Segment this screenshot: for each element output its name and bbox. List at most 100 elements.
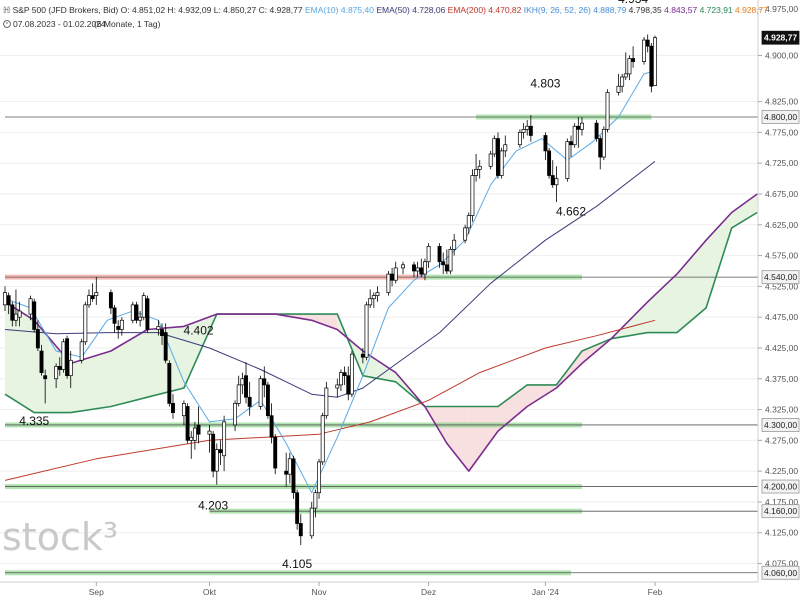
header-segment: O: 4.851,02 [118, 5, 165, 15]
candle-body [236, 384, 241, 404]
price-tag-box [761, 418, 800, 432]
y-tick-label: 4.975,00 [765, 4, 798, 14]
candle-body [605, 92, 610, 130]
candle-body [192, 427, 197, 441]
candle-body [35, 329, 40, 349]
candle-body [6, 295, 11, 306]
x-axis: Sep Okt Nov Dez Jan '24 Feb [89, 582, 663, 597]
y-tick-label: 4.825,00 [765, 97, 798, 107]
candle-body [580, 122, 584, 130]
candle-body [528, 125, 533, 136]
candle-body [189, 436, 194, 441]
y-tick-label: 4.225,00 [765, 466, 798, 476]
candle-body [426, 245, 431, 263]
candle-body [79, 341, 84, 361]
candle-body [470, 175, 475, 216]
candle-body [163, 332, 168, 361]
candle-body [375, 292, 380, 296]
cloud-segment [706, 212, 732, 308]
candle-body [240, 378, 245, 386]
candle-body [57, 366, 62, 370]
header-segment: 4.723,91 [697, 5, 733, 15]
candle-body [441, 261, 446, 266]
y-tick-label: 4.425,00 [765, 343, 798, 353]
header-segment: S&P 500 (JFD Brokers, Bid) [13, 5, 119, 15]
candle-body [185, 406, 190, 441]
price-tag-box [761, 270, 800, 285]
candle-body [90, 295, 95, 300]
candle-body [565, 141, 570, 179]
candle-body [43, 375, 48, 380]
candle-body [269, 415, 274, 438]
candle-body [167, 363, 172, 404]
y-tick-label: 4.175,00 [765, 497, 798, 507]
cloud-segment [5, 301, 35, 413]
swing-label: 4.402 [184, 323, 214, 337]
candle-body [642, 39, 646, 62]
header-segment: 4.875,40 [339, 5, 375, 15]
candle-body [3, 292, 7, 306]
y-tick-label: 4.775,00 [765, 127, 798, 137]
clock-icon [3, 20, 11, 28]
chart-header: ℍ S&P 500 (JFD Brokers, Bid) O: 4.851,02… [3, 5, 768, 29]
candle-body [68, 359, 73, 377]
candle-body [631, 58, 636, 62]
cloud-segment [446, 406, 469, 472]
y-axis: 4.975,00 4.900,00 4.825,00 4.775,00 4.725,00… [758, 4, 798, 569]
price-tag-box [761, 565, 800, 580]
price-tags: 4.928,77 4.800,00 4.540,00 4.300,00 4.200,00… [761, 30, 800, 580]
candle-body [463, 227, 468, 241]
header-period: (6 Monate, 1 Tag) [94, 19, 161, 29]
candle-body [594, 122, 599, 139]
candle-body [368, 298, 373, 306]
candle-body [517, 132, 522, 146]
candle-body [474, 169, 479, 176]
candle-body [119, 319, 124, 330]
candle-body [291, 458, 296, 494]
candle-body [415, 267, 420, 272]
header-segment: EMA(10) [303, 5, 339, 15]
cloud-segment [468, 406, 498, 472]
candle-body [160, 329, 164, 337]
candle-body [499, 150, 504, 176]
candle-body [496, 138, 500, 176]
price-tag-label: 4.540,00 [764, 272, 797, 282]
x-tick-label: Feb [648, 587, 663, 597]
swing-label: 4.203 [198, 498, 228, 512]
candle-body [364, 304, 369, 358]
header-segment: 4.888,79 [591, 5, 627, 15]
candle-layer [3, 34, 657, 546]
candle-body [265, 384, 270, 417]
swing-label: 4.662 [556, 205, 586, 219]
candle-body [393, 267, 398, 281]
y-tick-label: 4.325,00 [765, 405, 798, 415]
candle-body [360, 353, 365, 358]
candle-body [419, 267, 424, 275]
candle-body [130, 304, 135, 321]
y-tick-label: 4.625,00 [765, 220, 798, 230]
candle-body [598, 138, 603, 158]
candle-body [134, 304, 139, 321]
grid-layer [0, 8, 758, 565]
candle-body [244, 375, 248, 398]
candle-body [309, 507, 314, 537]
candle-body [386, 273, 391, 293]
header-segment: EMA(200) [445, 5, 486, 15]
x-tick-label: Nov [311, 587, 327, 597]
candle-body [554, 178, 559, 186]
candle-body [339, 372, 343, 386]
price-tag-label: 4.928,77 [764, 33, 797, 43]
y-tick-label: 4.525,00 [765, 281, 798, 291]
candle-body [422, 261, 427, 275]
candle-body [258, 378, 263, 407]
candle-body [448, 249, 453, 272]
y-tick-label: 4.075,00 [765, 559, 798, 569]
candle-body [412, 264, 416, 272]
swing-label: 4.934 [618, 0, 648, 6]
candle-body [222, 421, 227, 457]
candle-body [521, 128, 526, 133]
candle-body [138, 316, 143, 321]
candle-body [401, 264, 405, 269]
swing-label: 4.105 [282, 557, 312, 571]
candle-body [39, 350, 44, 373]
